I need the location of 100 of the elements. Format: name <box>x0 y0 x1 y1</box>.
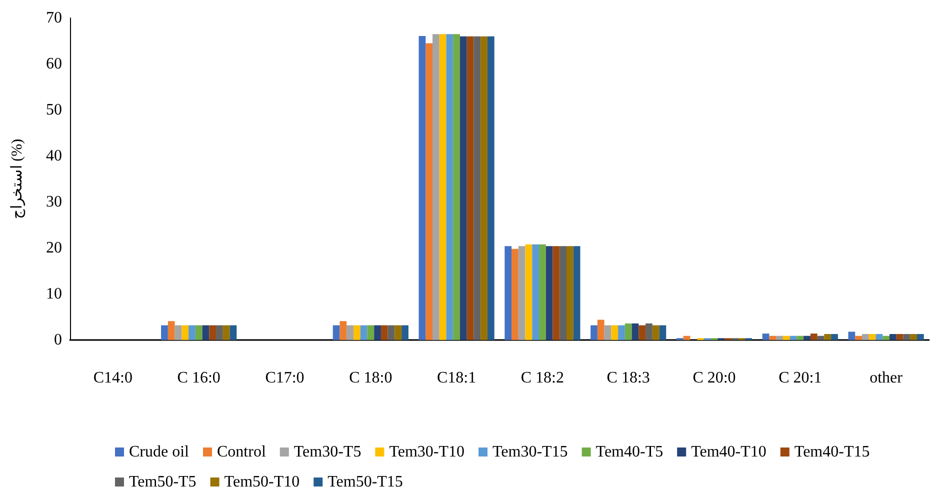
bar <box>560 246 566 340</box>
bar <box>460 36 467 340</box>
bar <box>360 325 368 340</box>
bar <box>367 325 374 340</box>
bar <box>916 334 924 340</box>
y-tick-label: 0 <box>54 332 62 348</box>
bar <box>624 323 632 340</box>
bar <box>817 336 824 340</box>
bar <box>446 34 454 340</box>
bar <box>824 334 832 340</box>
bar <box>346 325 354 340</box>
bar <box>862 334 869 340</box>
legend-label: Control <box>216 444 266 460</box>
bar <box>876 334 883 340</box>
bar <box>394 325 402 340</box>
y-tick-label: 10 <box>46 286 62 302</box>
bar <box>402 325 408 340</box>
bar <box>453 34 460 340</box>
bar <box>222 325 230 340</box>
bar <box>776 336 783 340</box>
x-tick-label: C 20:0 <box>692 370 736 386</box>
bar <box>518 246 526 340</box>
x-tick-label: C 16:0 <box>177 370 220 386</box>
bar <box>910 334 917 340</box>
bar <box>903 334 910 340</box>
bar <box>480 36 488 340</box>
bar <box>683 336 690 340</box>
bar <box>552 246 560 340</box>
bar <box>618 325 625 340</box>
bar <box>790 336 797 340</box>
bar <box>374 325 381 340</box>
bar <box>466 36 474 340</box>
bar <box>161 325 168 340</box>
bar <box>769 336 776 340</box>
bar <box>638 325 646 340</box>
bar <box>195 325 202 340</box>
bar <box>487 36 494 340</box>
y-tick-label: 20 <box>46 240 62 256</box>
y-tick-label: 40 <box>46 148 62 164</box>
legend-label: Tem30-T10 <box>389 444 464 460</box>
x-tick-label: other <box>870 370 904 386</box>
bar <box>855 336 862 340</box>
y-tick-label: 70 <box>46 10 62 26</box>
bar <box>525 244 532 340</box>
bar <box>439 34 446 340</box>
bar <box>889 334 896 340</box>
bar <box>182 325 189 340</box>
bar <box>340 321 347 340</box>
y-axis-title: استخراج (%) <box>10 138 26 220</box>
bar <box>896 334 904 340</box>
y-tick-label: 60 <box>46 56 62 72</box>
bar <box>388 325 395 340</box>
x-tick-label: C17:0 <box>265 370 304 386</box>
bar <box>216 325 223 340</box>
bar <box>804 336 810 340</box>
bar <box>646 323 652 340</box>
legend-label: Tem50-T5 <box>129 474 196 490</box>
bar <box>868 334 876 340</box>
y-tick-label: 30 <box>46 194 62 210</box>
bar <box>796 336 804 340</box>
x-tick-label: C 18:2 <box>520 370 564 386</box>
x-tick-label: C 18:3 <box>606 370 650 386</box>
legend-label: Tem50-T15 <box>328 474 403 490</box>
bar <box>512 248 518 340</box>
bar <box>174 325 182 340</box>
bar <box>188 325 196 340</box>
bar <box>504 246 512 340</box>
bar <box>332 325 340 340</box>
legend-label: Crude oil <box>129 444 190 460</box>
x-tick-label: C 20:1 <box>778 370 822 386</box>
bar <box>652 325 660 340</box>
legend-label: Tem30-T5 <box>294 444 362 460</box>
legend-label: Tem50-T10 <box>224 474 300 490</box>
bar <box>418 36 426 340</box>
bar <box>573 246 580 340</box>
bar <box>604 325 612 340</box>
bar <box>426 43 432 340</box>
bar <box>353 325 360 340</box>
x-tick-label: C18:1 <box>436 370 476 386</box>
bar <box>380 325 388 340</box>
bar <box>882 336 890 340</box>
bar <box>230 325 237 340</box>
bar <box>810 334 818 340</box>
bar <box>168 321 175 340</box>
legend-label: Tem40-T5 <box>596 444 664 460</box>
legend-label: Tem30-T15 <box>492 444 568 460</box>
legend-label: Tem40-T15 <box>794 444 870 460</box>
bar <box>474 36 481 340</box>
bar <box>782 336 790 340</box>
bar <box>632 323 639 340</box>
x-tick-label: C14:0 <box>93 370 133 386</box>
bar <box>546 246 553 340</box>
bar <box>762 334 770 340</box>
bar <box>202 325 210 340</box>
bar <box>611 325 618 340</box>
y-tick-label: 50 <box>46 102 62 118</box>
legend-label: Tem40-T10 <box>691 444 766 460</box>
bar <box>209 325 216 340</box>
x-tick-label: C 18:0 <box>349 370 392 386</box>
bar <box>539 244 546 340</box>
